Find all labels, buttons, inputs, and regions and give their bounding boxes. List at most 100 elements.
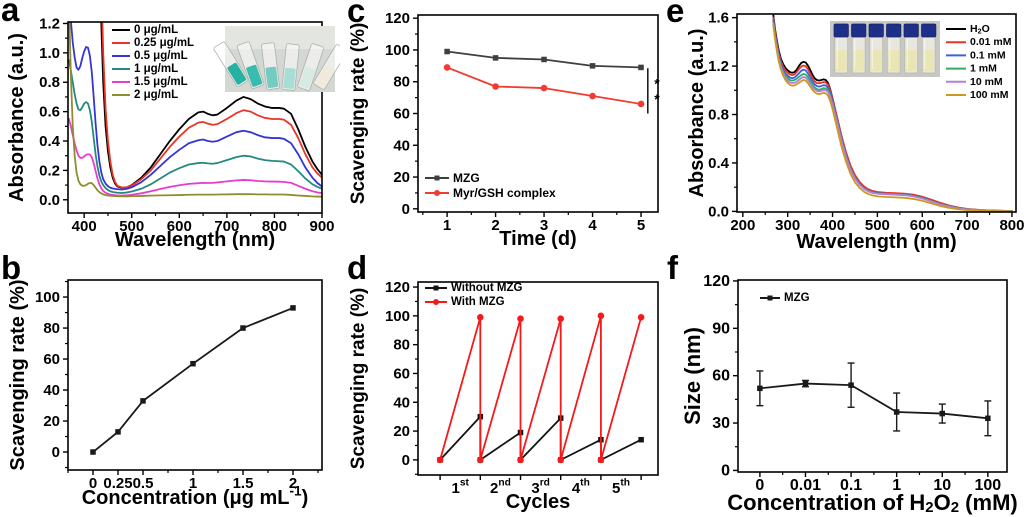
svg-text:100: 100 — [385, 41, 410, 58]
svg-text:1 μg/mL: 1 μg/mL — [134, 63, 178, 75]
panel-c-letter: c — [347, 0, 366, 29]
svg-text:500: 500 — [865, 217, 890, 234]
panel-a-letter: a — [1, 0, 20, 28]
svg-text:300: 300 — [775, 217, 800, 234]
svg-text:0.1: 0.1 — [840, 477, 862, 494]
panel-e: e 200 300 400 500 600 700 800 0.0 0.4 0.8 1.2 1.6 H2… — [660, 0, 1024, 255]
chart-d-canvas: 1st 2nd 3rd 4th 5th 0 20 40 60 80 100 120 Without MZ… — [348, 279, 659, 513]
series-0 — [437, 413, 644, 463]
svg-text:60: 60 — [393, 365, 410, 382]
inset-photo — [213, 26, 340, 92]
svg-text:90: 90 — [712, 320, 730, 337]
svg-text:10: 10 — [933, 477, 951, 494]
series-4 — [68, 118, 322, 197]
svg-text:0 μg/mL: 0 μg/mL — [134, 24, 178, 36]
series-3 — [68, 59, 322, 194]
svg-text:0.0: 0.0 — [39, 191, 60, 208]
axes: 1 2 3 4 5 0 20 40 60 80 100 120 — [385, 10, 645, 234]
x-axis-label: Concentration (μg mL-1) — [82, 483, 309, 509]
panel-e-letter: e — [666, 0, 685, 29]
svg-text:With MZG: With MZG — [451, 296, 505, 308]
svg-text:40: 40 — [43, 382, 60, 399]
x-axis-label: Wavelength (nm) — [796, 231, 956, 253]
inset-photo — [830, 21, 940, 77]
svg-text:0.4: 0.4 — [39, 133, 61, 150]
svg-text:1.0: 1.0 — [39, 44, 60, 61]
svg-text:1.2: 1.2 — [39, 15, 60, 32]
series-0 — [444, 48, 644, 71]
y-axis-label: Size (nm) — [680, 327, 705, 425]
panel-b-letter: b — [1, 249, 22, 286]
svg-text:2: 2 — [289, 475, 297, 492]
svg-text:4th: 4th — [572, 477, 590, 497]
svg-text:800: 800 — [999, 217, 1024, 234]
svg-text:3: 3 — [540, 217, 548, 234]
svg-text:500: 500 — [119, 218, 144, 235]
svg-text:100: 100 — [35, 289, 60, 306]
svg-text:0.8: 0.8 — [39, 74, 60, 91]
svg-text:0.25: 0.25 — [103, 475, 132, 492]
series-1 — [772, 16, 1013, 212]
svg-text:0.8: 0.8 — [708, 106, 729, 123]
y-axis-label: Scavenging rate (%) — [348, 288, 369, 470]
svg-text:120: 120 — [385, 10, 410, 27]
svg-text:120: 120 — [385, 279, 410, 296]
svg-text:10 mM: 10 mM — [970, 76, 1003, 88]
series-1 — [443, 64, 645, 108]
svg-text:30: 30 — [712, 415, 730, 432]
axes: 200 300 400 500 600 700 800 0.0 0.4 0.8 1.2 1.6 — [708, 9, 1024, 233]
series-5 — [68, 22, 322, 198]
plot-frame — [417, 14, 659, 213]
x-axis-label: Cycles — [506, 491, 571, 513]
svg-text:0.0: 0.0 — [708, 203, 729, 220]
y-axis-label: Absorbance (a.u.) — [686, 29, 708, 198]
plot-frame — [737, 279, 1008, 473]
svg-text:600: 600 — [167, 218, 192, 235]
series-5 — [772, 24, 1013, 212]
svg-text:1.6: 1.6 — [708, 9, 729, 26]
svg-text:0.1 mM: 0.1 mM — [970, 49, 1006, 61]
panel-b: b 0 0.25 0.5 1 1.5 2 0 20 40 60 80 100 Concentration… — [0, 251, 340, 517]
svg-text:H2O: H2O — [970, 23, 990, 35]
svg-text:5th: 5th — [612, 477, 630, 497]
svg-text:2: 2 — [491, 217, 499, 234]
svg-text:0.25 μg/mL: 0.25 μg/mL — [134, 37, 194, 49]
y-axis-label: Scavenging rate (%) — [348, 23, 369, 205]
svg-text:60: 60 — [393, 105, 410, 122]
panel-f-letter: f — [667, 249, 678, 286]
legend: Without MZG With MZG — [425, 282, 522, 308]
svg-text:*: * — [654, 91, 660, 107]
svg-text:700: 700 — [214, 218, 239, 235]
svg-text:20: 20 — [393, 423, 410, 440]
svg-text:40: 40 — [393, 137, 410, 154]
chart-f-canvas: 0 0.01 0.1 1 10 100 0 30 60 90 120 MZG Concentration… — [680, 272, 1018, 515]
svg-text:1st: 1st — [452, 477, 470, 497]
axes: 0 0.01 0.1 1 10 100 0 30 60 90 120 — [703, 272, 1001, 493]
svg-text:0.4: 0.4 — [708, 154, 730, 171]
svg-text:0: 0 — [721, 462, 730, 479]
legend: 0 μg/mL0.25 μg/mL0.5 μg/mL1 μg/mL1.5 μg/… — [112, 24, 194, 101]
series-0 — [90, 305, 296, 455]
svg-text:200: 200 — [730, 217, 755, 234]
svg-text:MZG: MZG — [453, 171, 480, 185]
svg-text:600: 600 — [910, 217, 935, 234]
svg-text:0: 0 — [402, 200, 410, 217]
svg-text:40: 40 — [393, 394, 410, 411]
plot-frame — [67, 21, 323, 214]
series-1 — [436, 312, 645, 464]
svg-text:1: 1 — [443, 217, 451, 234]
plot-frame — [67, 279, 323, 471]
panel-c: c 1 2 3 4 5 0 20 40 60 80 100 120 * * MZG Myr/GSH compl… — [340, 0, 665, 255]
panel-d: d 1st 2nd 3rd 4th 5th 0 20 40 60 80 100 120 Without … — [340, 251, 665, 517]
svg-text:0.2: 0.2 — [39, 162, 60, 179]
svg-text:0.5: 0.5 — [133, 475, 154, 492]
legend: MZG — [760, 292, 810, 304]
y-axis-label: Scavenging rate (%) — [7, 279, 29, 470]
svg-text:0: 0 — [52, 444, 60, 461]
y-axis-label: Absorbance (a.u.) — [6, 33, 28, 202]
svg-text:0: 0 — [402, 451, 410, 468]
chart-a-canvas: 400 500 600 700 800 900 0.0 0.2 0.4 0.6 0.8 1.0 1.2 0… — [6, 15, 340, 251]
chart-e-canvas: 200 300 400 500 600 700 8000.00.40.81.21.6H2O0… — [686, 9, 1024, 253]
